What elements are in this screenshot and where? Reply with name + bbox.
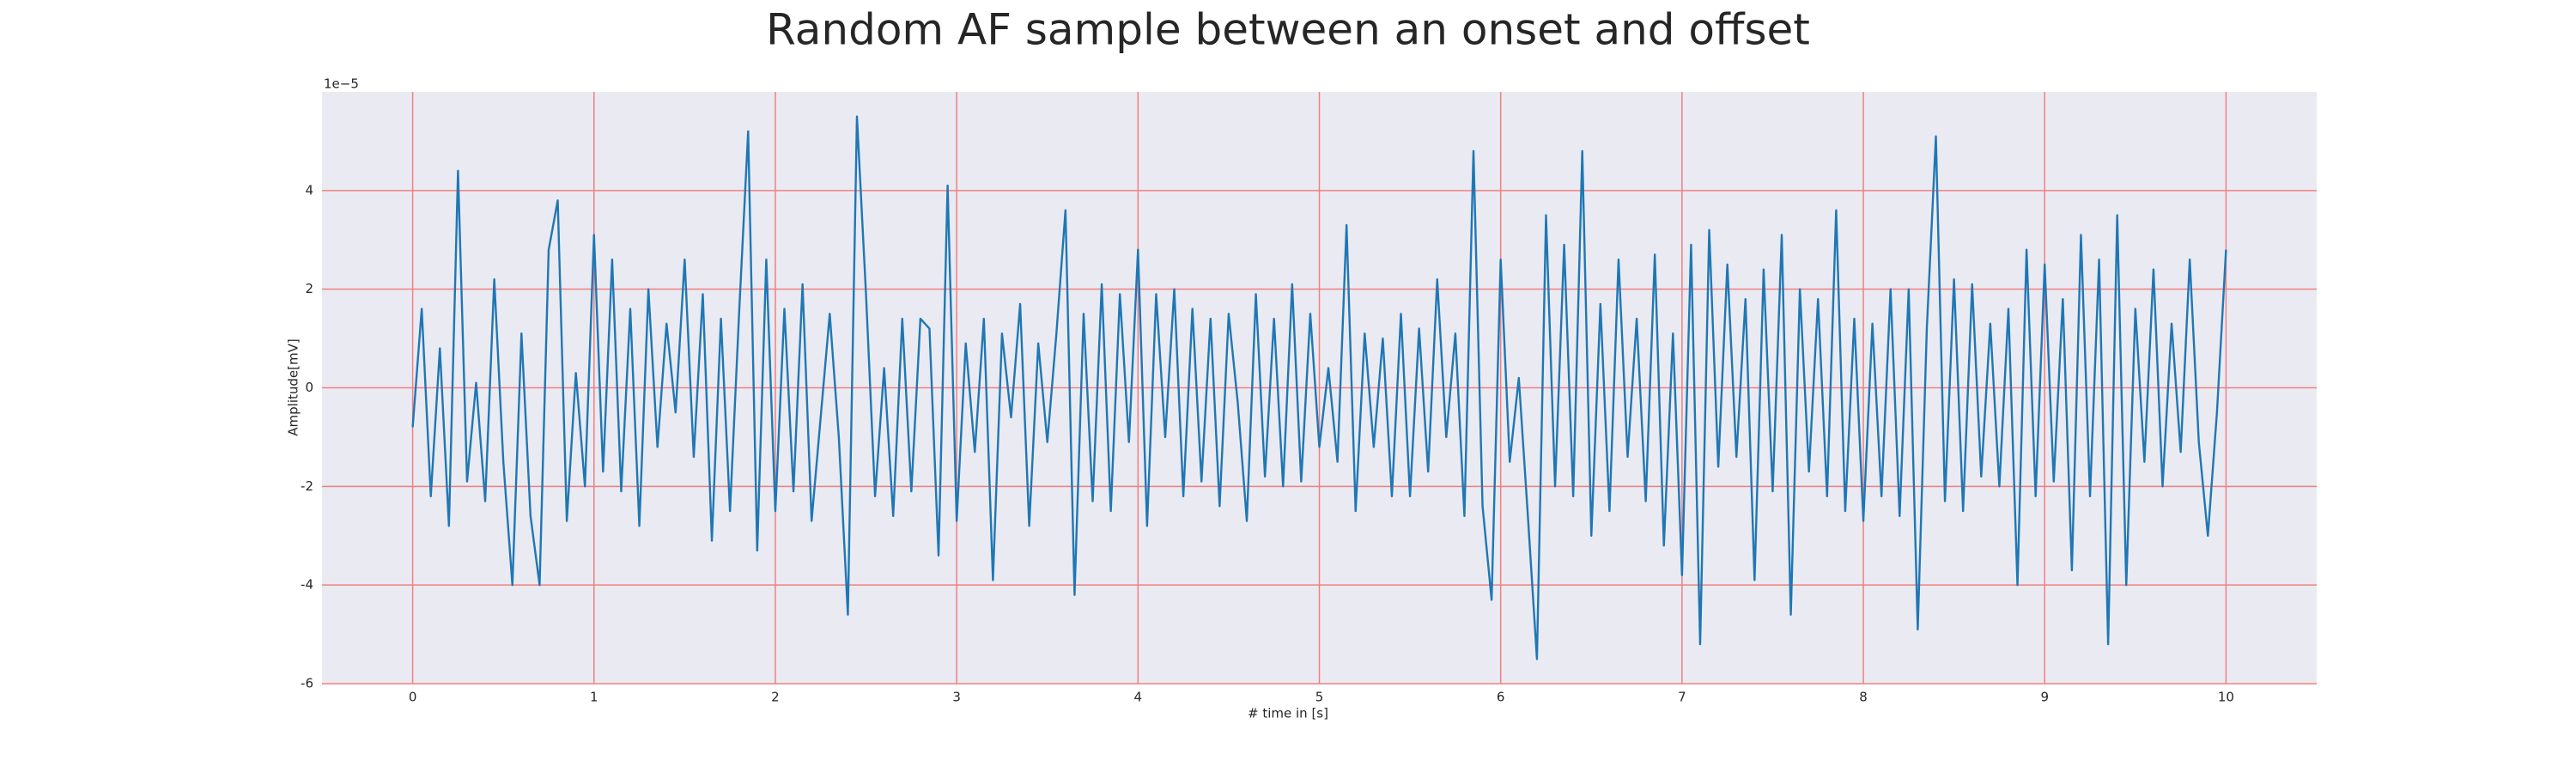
x-axis-label: # time in [s] bbox=[1248, 706, 1328, 721]
y-tick-label: 4 bbox=[305, 182, 313, 198]
x-tick-label: 7 bbox=[1678, 690, 1686, 705]
chart-title: Random AF sample between an onset and of… bbox=[766, 5, 1810, 55]
y-tick-label: 2 bbox=[305, 281, 313, 296]
x-tick-label: 0 bbox=[409, 690, 417, 705]
x-tick-label: 5 bbox=[1315, 690, 1324, 705]
y-offset-label: 1e−5 bbox=[324, 76, 359, 92]
x-tick-label: 4 bbox=[1134, 690, 1143, 705]
y-tick-label: -4 bbox=[301, 577, 313, 593]
y-tick-label: -6 bbox=[301, 676, 313, 691]
x-tick-label: 6 bbox=[1497, 690, 1505, 705]
x-tick-label: 3 bbox=[952, 690, 961, 705]
x-tick-label: 2 bbox=[771, 690, 780, 705]
signal-line bbox=[411, 115, 2227, 660]
x-tick-label: 1 bbox=[590, 690, 598, 705]
y-tick-label: -2 bbox=[301, 478, 313, 494]
y-axis-label: Amplitude[mV] bbox=[286, 338, 301, 435]
x-tick-label: 10 bbox=[2218, 690, 2234, 705]
y-tick-label: 0 bbox=[305, 380, 313, 395]
x-tick-label: 8 bbox=[1859, 690, 1868, 705]
x-tick-label: 9 bbox=[2040, 690, 2049, 705]
